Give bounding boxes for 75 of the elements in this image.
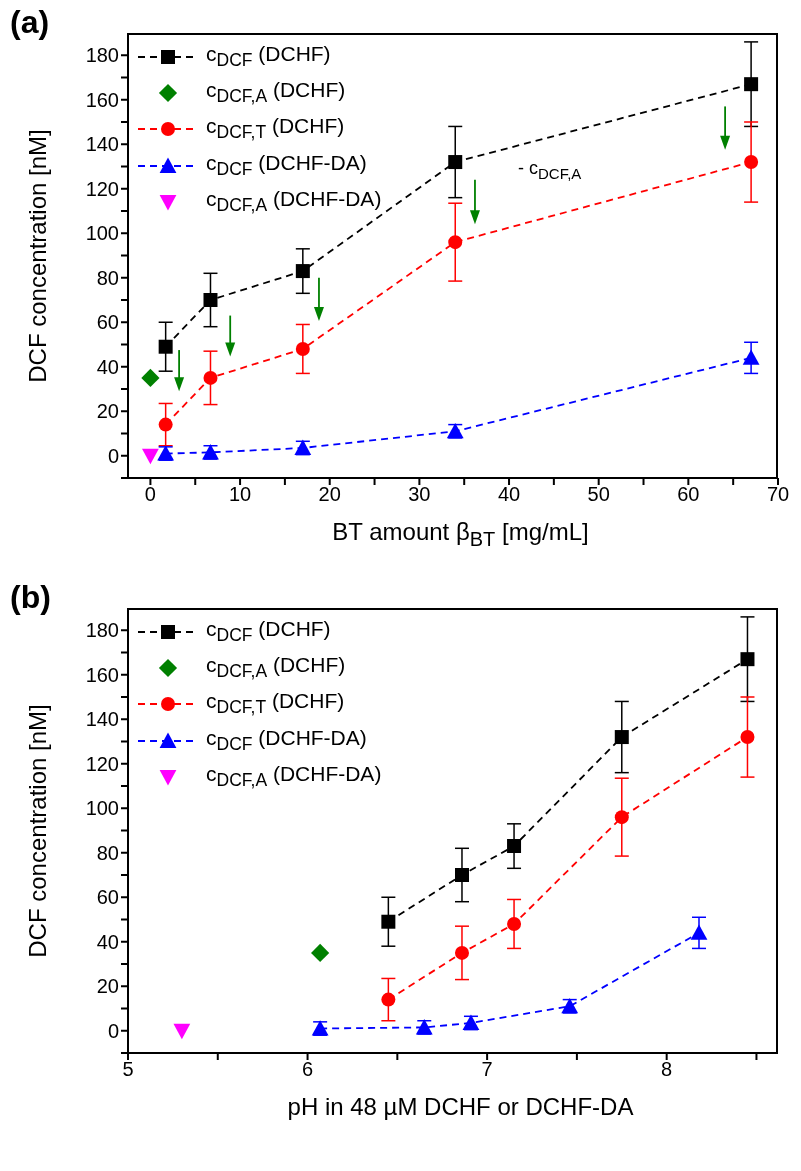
- legend-label: c$_{DCF}$ (DCHF-DA): [206, 150, 367, 179]
- x-tick-label: 30: [408, 483, 431, 506]
- point: [740, 730, 755, 745]
- point: [141, 368, 160, 387]
- point: [507, 839, 522, 854]
- point: [381, 914, 396, 929]
- y-tick-label: 0: [107, 1019, 119, 1042]
- legend-label: c$_{DCF}$ (DCHF): [206, 617, 331, 646]
- point: [203, 293, 218, 307]
- x-tick-label: 70: [766, 483, 790, 506]
- point: [744, 155, 759, 170]
- x-tick-label: 5: [122, 1058, 134, 1081]
- y-tick-label: 0: [107, 444, 119, 467]
- point: [744, 77, 759, 92]
- legend-label: c$_{DCF}$ (DCHF-DA): [206, 725, 367, 754]
- x-tick-label: 40: [497, 483, 521, 506]
- point: [142, 448, 159, 465]
- legend-label: c$_{DCF}$ (DCHF): [206, 42, 331, 71]
- y-tick-label: 40: [96, 355, 119, 378]
- legend-label: c$_{DCF,A}$ (DCHF-DA): [206, 761, 382, 790]
- y-tick-label: 20: [96, 400, 119, 423]
- x-axis-title: BT amount β$_{BT}$ [mg/mL]: [332, 518, 589, 550]
- point: [454, 868, 469, 882]
- point: [614, 810, 629, 825]
- x-tick-label: 6: [302, 1058, 314, 1081]
- x-tick-label: 20: [318, 483, 341, 506]
- y-tick-label: 60: [96, 886, 119, 909]
- y-tick-label: 100: [85, 797, 119, 820]
- x-tick-label: 0: [144, 483, 156, 506]
- legend-label: c$_{DCF,A}$ (DCHF-DA): [206, 186, 382, 215]
- chart-title: (a): [10, 4, 50, 40]
- point: [507, 916, 522, 931]
- y-axis-title: DCF concentration [nM]: [23, 703, 50, 958]
- y-axis-title: DCF concentration [nM]: [23, 128, 50, 383]
- point: [311, 943, 330, 962]
- point: [740, 652, 755, 667]
- y-tick-label: 160: [85, 88, 119, 111]
- x-tick-label: 8: [661, 1058, 673, 1081]
- y-tick-label: 160: [85, 663, 119, 686]
- point: [295, 341, 310, 356]
- legend-label: c$_{DCF,A}$ (DCHF): [206, 653, 346, 682]
- x-tick-label: 50: [587, 483, 610, 506]
- point: [381, 992, 396, 1007]
- point: [448, 155, 463, 170]
- annotation: - c$_{DCF,A}$: [518, 157, 582, 182]
- y-tick-label: 20: [96, 975, 119, 998]
- y-tick-label: 100: [85, 222, 119, 245]
- point: [448, 235, 463, 250]
- x-axis-title: pH in 48 µM DCHF or DCHF-DA: [287, 1093, 634, 1120]
- y-tick-label: 80: [96, 841, 119, 864]
- point: [614, 730, 629, 745]
- y-tick-label: 140: [85, 133, 119, 156]
- y-tick-label: 80: [96, 266, 119, 289]
- point: [173, 1023, 191, 1040]
- point: [454, 945, 469, 960]
- y-tick-label: 40: [96, 930, 119, 953]
- point: [158, 417, 173, 432]
- y-tick-label: 140: [85, 708, 119, 731]
- y-tick-label: 180: [85, 44, 119, 67]
- y-tick-label: 120: [85, 177, 119, 200]
- legend-label: c$_{DCF,T}$ (DCHF): [206, 114, 345, 143]
- x-tick-label: 10: [228, 483, 252, 506]
- chart-title: (b): [10, 579, 51, 615]
- x-tick-label: 60: [677, 483, 700, 506]
- y-tick-label: 180: [85, 619, 119, 642]
- point: [203, 370, 218, 385]
- x-tick-label: 7: [481, 1058, 493, 1081]
- y-tick-label: 120: [85, 752, 119, 775]
- point: [742, 349, 760, 365]
- legend-label: c$_{DCF,T}$ (DCHF): [206, 689, 345, 718]
- point: [690, 924, 708, 940]
- point: [295, 264, 310, 279]
- y-tick-label: 60: [96, 311, 119, 334]
- point: [158, 339, 173, 354]
- legend-label: c$_{DCF,A}$ (DCHF): [206, 78, 346, 107]
